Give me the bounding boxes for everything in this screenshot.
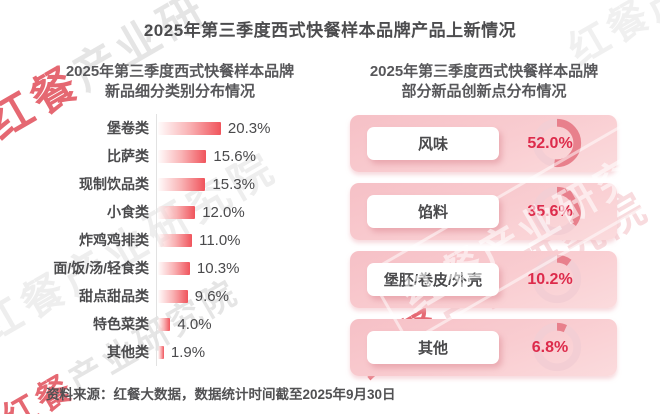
bar-value-label: 9.6% bbox=[194, 287, 229, 305]
bar-row: 面/饭/汤/轻食类 10.3% bbox=[22, 254, 332, 282]
donut-chart bbox=[530, 184, 584, 238]
donut-percent-label: 52.0% bbox=[527, 135, 573, 152]
bar-category-label: 现制饮品类 bbox=[79, 176, 149, 192]
bar-track: 12.0% bbox=[156, 198, 332, 226]
bar-value-label: 10.3% bbox=[196, 259, 240, 277]
bar bbox=[158, 121, 221, 135]
bar-track: 20.3% bbox=[156, 114, 332, 142]
innovation-label-box: 其他 bbox=[367, 331, 499, 364]
left-chart-title-line1: 2025年第三季度西式快餐样本品牌 bbox=[65, 63, 295, 80]
innovation-label-box: 馅料 bbox=[367, 195, 499, 228]
bar-track: 4.0% bbox=[156, 310, 332, 338]
donut-chart bbox=[530, 116, 584, 170]
bar-category-label: 炸鸡鸡排类 bbox=[79, 232, 149, 248]
category-bar-chart: 堡卷类 20.3% 比萨类 15.6% 现制饮品类 15.3% 小食类 12.0… bbox=[22, 114, 332, 366]
bar bbox=[158, 261, 190, 275]
innovation-panel-list: 风味 52.0% 馅料 35.6% 堡胚/卷皮/外壳 bbox=[350, 115, 617, 387]
bar-category-label: 小食类 bbox=[107, 204, 149, 220]
donut-percent-label: 6.8% bbox=[531, 339, 569, 356]
bar-value-label: 11.0% bbox=[199, 231, 241, 249]
bar-value-label: 1.9% bbox=[170, 343, 206, 361]
innovation-label-box: 风味 bbox=[367, 127, 499, 160]
left-chart-title-line2: 新品细分类别分布情况 bbox=[104, 83, 255, 100]
left-chart-title: 2025年第三季度西式快餐样本品牌 新品细分类别分布情况 bbox=[30, 62, 330, 102]
bar-category-label: 甜点甜品类 bbox=[79, 288, 149, 304]
bar-track: 15.3% bbox=[156, 170, 332, 198]
bar-category-label: 其他类 bbox=[107, 344, 149, 360]
bar bbox=[158, 345, 164, 359]
donut-progress-arc bbox=[532, 322, 582, 372]
data-source-note: 资料来源：红餐大数据，数据统计时间截至2025年9月30日 bbox=[46, 387, 396, 402]
bar-value-label: 4.0% bbox=[177, 315, 212, 333]
innovation-label: 其他 bbox=[417, 340, 448, 357]
bar-track: 15.6% bbox=[156, 142, 332, 170]
bar-track: 11.0% bbox=[156, 226, 332, 254]
bar-track: 9.6% bbox=[156, 282, 332, 310]
bar-value-label: 15.6% bbox=[213, 147, 256, 165]
donut-progress-arc bbox=[532, 118, 582, 168]
innovation-label: 馅料 bbox=[417, 204, 448, 221]
bar-value-label: 20.3% bbox=[227, 119, 271, 137]
bar bbox=[158, 289, 188, 303]
bar-category-label: 面/饭/汤/轻食类 bbox=[53, 260, 149, 276]
bar-category-label: 比萨类 bbox=[107, 148, 149, 164]
donut-percent-label: 35.6% bbox=[527, 203, 573, 220]
bar-row: 比萨类 15.6% bbox=[22, 142, 332, 170]
donut-progress-arc bbox=[532, 186, 582, 236]
right-chart-title: 2025年第三季度西式快餐样本品牌 部分新品创新点分布情况 bbox=[346, 62, 622, 102]
bar-value-label: 12.0% bbox=[202, 203, 245, 221]
bar-value-label: 15.3% bbox=[212, 175, 255, 193]
innovation-label: 风味 bbox=[417, 136, 448, 153]
bar bbox=[158, 233, 193, 247]
bar-row: 甜点甜品类 9.6% bbox=[22, 282, 332, 310]
bar-row: 现制饮品类 15.3% bbox=[22, 170, 332, 198]
bar bbox=[158, 177, 206, 191]
innovation-label-box: 堡胚/卷皮/外壳 bbox=[367, 263, 499, 296]
bar-category-label: 特色菜类 bbox=[93, 316, 149, 332]
bar-row: 其他类 1.9% bbox=[22, 338, 332, 366]
innovation-label: 堡胚/卷皮/外壳 bbox=[383, 272, 483, 289]
donut-chart bbox=[530, 252, 584, 306]
bar-track: 1.9% bbox=[156, 338, 332, 366]
innovation-panel: 其他 6.8% bbox=[350, 319, 617, 376]
bar bbox=[158, 205, 196, 219]
innovation-panel: 馅料 35.6% bbox=[350, 183, 617, 240]
bar-row: 炸鸡鸡排类 11.0% bbox=[22, 226, 332, 254]
page-title: 2025年第三季度西式快餐样本品牌产品上新情况 bbox=[143, 21, 517, 40]
innovation-panel: 风味 52.0% bbox=[350, 115, 617, 172]
donut-progress-arc bbox=[532, 254, 582, 304]
bar-row: 特色菜类 4.0% bbox=[22, 310, 332, 338]
innovation-panel: 堡胚/卷皮/外壳 10.2% bbox=[350, 251, 617, 308]
bar-track: 10.3% bbox=[156, 254, 332, 282]
right-chart-title-line2: 部分新品创新点分布情况 bbox=[401, 83, 567, 100]
donut-chart bbox=[530, 320, 584, 374]
donut-percent-label: 10.2% bbox=[527, 271, 573, 288]
bar bbox=[158, 317, 171, 331]
bar bbox=[158, 149, 207, 163]
right-chart-title-line1: 2025年第三季度西式快餐样本品牌 bbox=[369, 63, 599, 80]
bar-category-label: 堡卷类 bbox=[107, 120, 149, 136]
bar-row: 堡卷类 20.3% bbox=[22, 114, 332, 142]
bar-row: 小食类 12.0% bbox=[22, 198, 332, 226]
